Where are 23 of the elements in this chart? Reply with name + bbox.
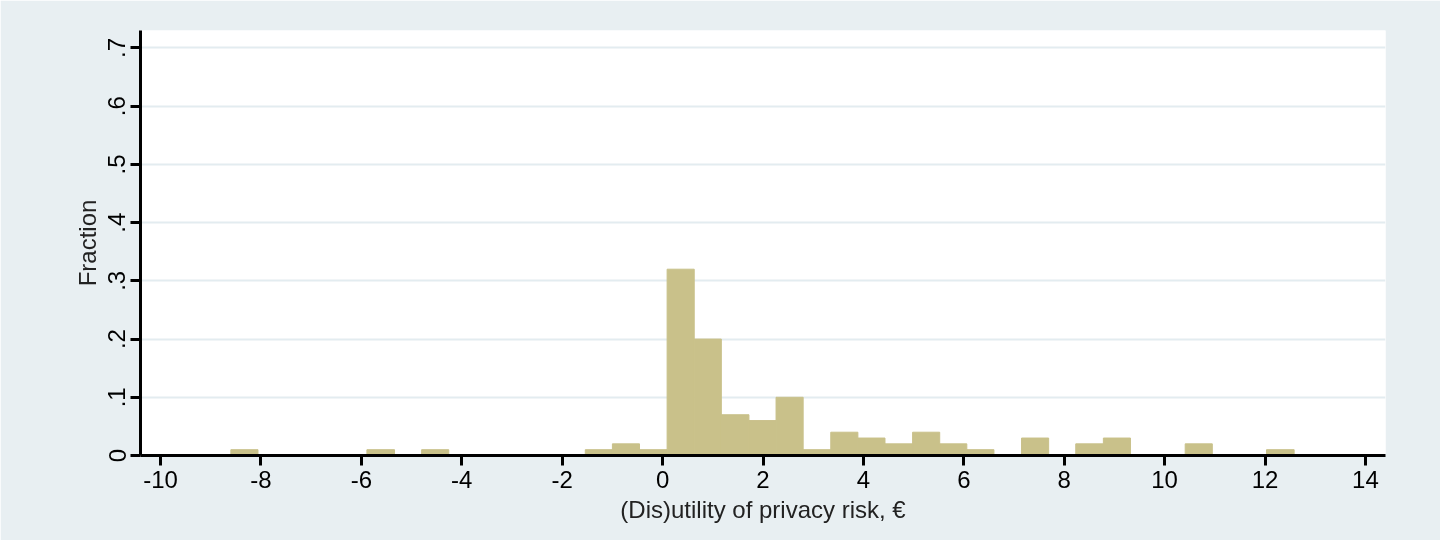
x-tick-label: -10: [143, 465, 178, 493]
x-tick-label: 12: [1251, 465, 1279, 493]
x-tick-label: -6: [350, 465, 373, 493]
y-tick-label: .2: [103, 329, 131, 350]
x-tick-label: 8: [1057, 465, 1071, 493]
y-tick-label: 0: [103, 448, 131, 463]
x-tick-label: 2: [756, 465, 770, 493]
x-tick-label: 0: [655, 465, 670, 493]
y-tick-label: .5: [103, 154, 131, 175]
x-tick-label: 6: [957, 465, 971, 493]
y-tick-label: .3: [103, 270, 131, 291]
x-tick-label: -2: [551, 465, 573, 493]
x-tick-label: 10: [1151, 465, 1178, 493]
x-tick-label: -4: [451, 465, 473, 493]
x-tick-label: 4: [856, 465, 871, 493]
x-tick-label: 14: [1352, 465, 1379, 493]
x-axis-title: (Dis)utility of privacy risk, €: [620, 495, 907, 523]
y-tick-label: .1: [103, 387, 131, 408]
y-tick-label: .4: [103, 212, 131, 233]
y-tick-label: .7: [103, 37, 131, 58]
y-tick-label: .6: [103, 96, 131, 117]
y-axis-title: Fraction: [73, 199, 101, 287]
x-tick-label: -8: [250, 465, 272, 493]
